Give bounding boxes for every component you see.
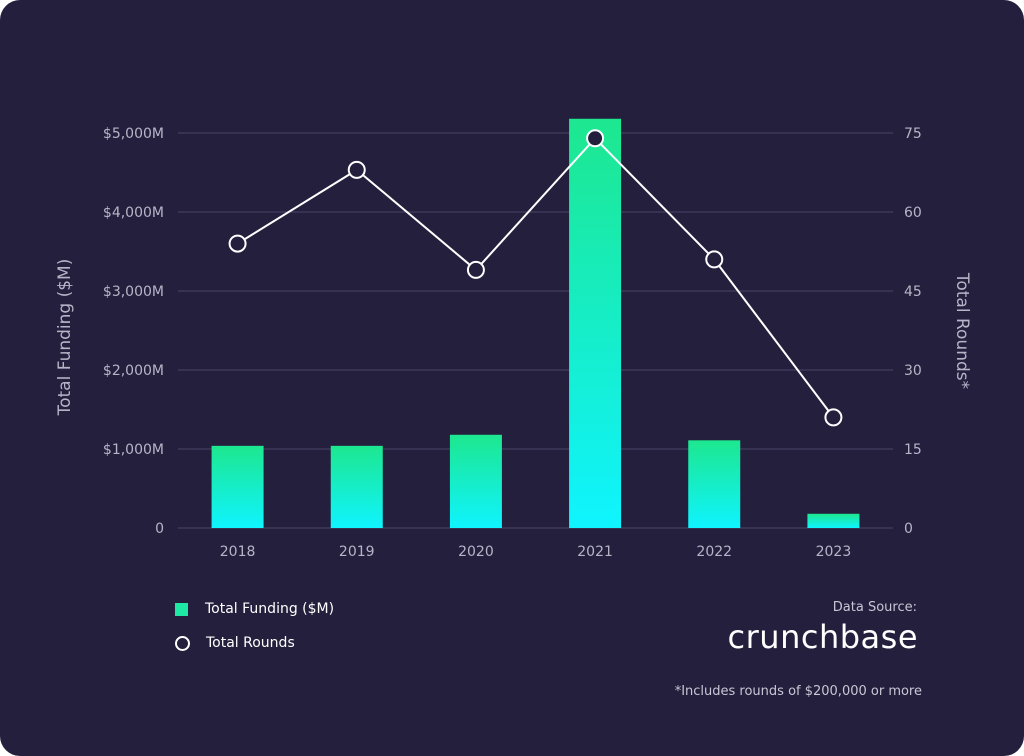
bar — [807, 513, 860, 528]
x-tick-label: 2018 — [220, 544, 256, 560]
x-tick-label: 2022 — [696, 544, 732, 560]
y-axis-label-left: Total Funding ($M) — [55, 259, 75, 417]
rounds-point — [586, 129, 605, 148]
rounds-point — [347, 160, 366, 179]
y-tick-label-left: $4,000M — [103, 205, 164, 221]
bar — [688, 440, 741, 528]
gridlines — [178, 132, 893, 529]
axis-ticks: 0 0 $1,000M 15 $2,000M 30 $3,000M 45 $4,000M 60 $5… — [103, 126, 922, 560]
bar — [449, 434, 502, 528]
legend-item-funding: Total Funding ($M) — [175, 598, 334, 620]
y-tick-label-right: 45 — [904, 284, 922, 300]
bar — [569, 118, 622, 528]
crunchbase-logo: crunchbase — [727, 618, 918, 656]
y-tick-label-left: $3,000M — [103, 284, 164, 300]
y-tick-label-right: 0 — [904, 521, 913, 537]
x-tick-label: 2021 — [577, 544, 613, 560]
legend-item-rounds: Total Rounds — [175, 632, 334, 654]
bar — [330, 445, 383, 528]
data-source-label: Data Source: — [832, 600, 917, 615]
legend-bar-swatch — [175, 602, 188, 616]
y-tick-label-right: 75 — [904, 126, 922, 142]
bar — [211, 445, 264, 528]
y-tick-label-right: 15 — [904, 442, 922, 458]
line-series — [228, 129, 843, 427]
rounds-line — [237, 137, 835, 419]
y-tick-label-left: 0 — [155, 521, 164, 537]
footnote: *Includes rounds of $200,000 or more — [674, 684, 922, 699]
y-tick-label-left: $2,000M — [103, 363, 164, 379]
x-tick-label: 2019 — [339, 544, 375, 560]
y-axis-label-right: Total Rounds* — [952, 272, 972, 389]
bar-series — [211, 118, 860, 528]
rounds-point — [466, 260, 485, 279]
legend-rounds-label: Total Rounds — [206, 635, 295, 651]
rounds-point — [705, 250, 724, 269]
rounds-point — [824, 408, 843, 427]
y-tick-label-right: 30 — [904, 363, 922, 379]
legend-funding-label: Total Funding ($M) — [205, 601, 335, 617]
x-tick-label: 2020 — [458, 544, 494, 560]
x-tick-label: 2023 — [816, 544, 852, 560]
y-tick-label-left: $1,000M — [103, 442, 164, 458]
chart-legend: Total Funding ($M) Total Rounds — [175, 598, 334, 666]
rounds-point — [228, 234, 247, 253]
y-tick-label-right: 60 — [904, 205, 922, 221]
legend-circle-marker — [175, 635, 190, 651]
y-tick-label-left: $5,000M — [103, 126, 164, 142]
